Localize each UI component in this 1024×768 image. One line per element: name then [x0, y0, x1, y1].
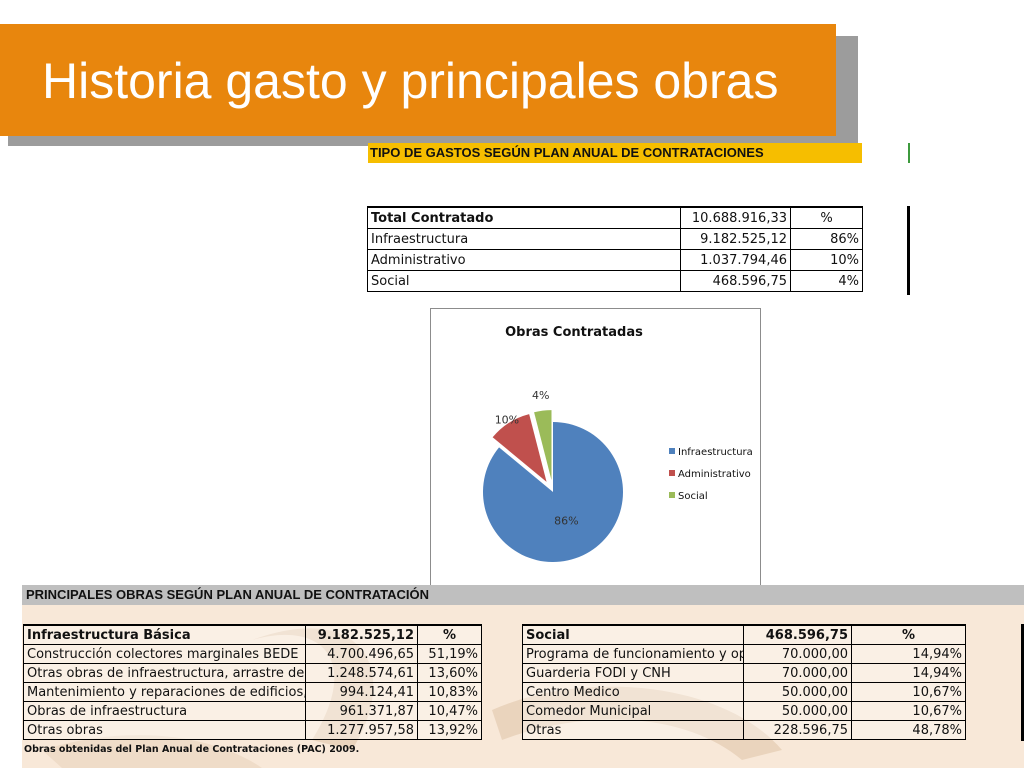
row-label: Construcción colectores marginales BEDE — [23, 644, 306, 664]
pie-slice-administrativo — [492, 414, 547, 482]
pie-data-label: 4% — [532, 389, 549, 402]
pie-chart-canvas: Obras Contratadas 86% 10% 4% Infraestructu… — [483, 325, 753, 562]
row-pct: 4% — [790, 270, 863, 292]
row-pct: 14,94% — [851, 644, 966, 664]
row-pct: 10,67% — [851, 682, 966, 702]
row-value: 10.688.916,33 — [680, 206, 791, 229]
row-pct: % — [417, 624, 482, 645]
table-row: Administrativo 1.037.794,46 10% — [367, 249, 863, 271]
footnote: Obras obtenidas del Plan Anual de Contra… — [24, 744, 360, 755]
pie-chart: Obras Contratadas 86% 10% 4% Infraestructu… — [430, 308, 761, 598]
table-row: Construcción colectores marginales BEDE 4… — [23, 644, 482, 664]
row-pct: 51,19% — [417, 644, 482, 664]
row-label: Otras — [522, 720, 744, 740]
row-value: 50.000,00 — [743, 682, 852, 702]
row-label: Total Contratado — [367, 206, 681, 229]
row-pct: % — [851, 624, 966, 645]
row-pct: 10,67% — [851, 701, 966, 721]
table-row: Obras de infraestructura 961.371,87 10,47% — [23, 701, 482, 721]
legend-label: Infraestructura — [678, 447, 753, 458]
table-row: Programa de funcionamiento y operación70… — [522, 644, 966, 664]
row-label: Infraestructura — [367, 228, 681, 250]
row-value: 228.596,75 — [743, 720, 852, 740]
infraestructura-table: Infraestructura Básica 9.182.525,12% Const… — [23, 624, 482, 740]
row-label: Guarderia FODI y CNH — [522, 663, 744, 683]
row-value: 961.371,87 — [305, 701, 418, 721]
row-label: Infraestructura Básica — [23, 624, 306, 645]
legend-label: Administrativo — [678, 469, 751, 480]
legend-swatch — [669, 448, 675, 454]
row-pct: 14,94% — [851, 663, 966, 683]
slide-title: Historia gasto y principales obras — [42, 53, 779, 109]
row-value: 1.277.957,58 — [305, 720, 418, 740]
row-value: 994.124,41 — [305, 682, 418, 702]
table-row: Social 468.596,75 4% — [367, 270, 863, 292]
row-pct: 10,47% — [417, 701, 482, 721]
table-row: Total Contratado 10.688.916,33 % — [367, 206, 863, 229]
pie-slice-social — [534, 410, 552, 481]
border-mark — [1021, 624, 1024, 741]
row-value: 1.037.794,46 — [680, 249, 791, 271]
row-label: Centro Medico — [522, 682, 744, 702]
gastos-table: Total Contratado 10.688.916,33 % Infraes… — [367, 206, 863, 292]
row-value: 1.248.574,61 — [305, 663, 418, 683]
legend-swatch — [669, 470, 675, 476]
row-pct: 13,60% — [417, 663, 482, 683]
table-row: Infraestructura Básica 9.182.525,12% — [23, 624, 482, 645]
legend-label: Social — [678, 491, 708, 502]
table-row: Infraestructura 9.182.525,12 86% — [367, 228, 863, 250]
gastos-header: TIPO DE GASTOS SEGÚN PLAN ANUAL DE CONTR… — [368, 143, 862, 163]
row-label: Otras obras — [23, 720, 306, 740]
table-row: Otras 228.596,75 48,78% — [522, 720, 966, 740]
row-label: Administrativo — [367, 249, 681, 271]
legend-swatch — [669, 492, 675, 498]
row-pct: 48,78% — [851, 720, 966, 740]
border-mark — [907, 206, 910, 295]
row-label: Otras obras de infraestructura, arrastre… — [23, 663, 306, 683]
table-row: Comedor Municipal 50.000,00 10,67% — [522, 701, 966, 721]
row-label: Obras de infraestructura — [23, 701, 306, 721]
pie-slice-infraestructura — [483, 422, 623, 562]
row-label: Social — [367, 270, 681, 292]
table-row: Social 468.596,75% — [522, 624, 966, 645]
row-value: 9.182.525,12 — [305, 624, 418, 645]
row-pct: % — [790, 206, 863, 229]
row-label: Programa de funcionamiento y operación — [522, 644, 744, 664]
row-pct: 10% — [790, 249, 863, 271]
table-row: Mantenimiento y reparaciones de edificio… — [23, 682, 482, 702]
row-label: Mantenimiento y reparaciones de edificio… — [23, 682, 306, 702]
row-label: Social — [522, 624, 744, 645]
row-pct: 13,92% — [417, 720, 482, 740]
row-pct: 86% — [790, 228, 863, 250]
table-row: Otras obras 1.277.957,58 13,92% — [23, 720, 482, 740]
row-value: 50.000,00 — [743, 701, 852, 721]
row-pct: 10,83% — [417, 682, 482, 702]
table-row: Otras obras de infraestructura, arrastre… — [23, 663, 482, 683]
pie-data-label: 86% — [554, 515, 578, 528]
row-value: 70.000,00 — [743, 663, 852, 683]
social-table: Social 468.596,75% Programa de funcionamie… — [522, 624, 966, 740]
table-row: Guarderia FODI y CNH 70.000,00 14,94% — [522, 663, 966, 683]
chart-title: Obras Contratadas — [505, 325, 643, 340]
border-mark — [908, 143, 910, 163]
row-value: 468.596,75 — [743, 624, 852, 645]
row-value: 468.596,75 — [680, 270, 791, 292]
row-value: 9.182.525,12 — [680, 228, 791, 250]
row-value: 4.700.496,65 — [305, 644, 418, 664]
title-banner — [0, 24, 836, 136]
row-value: 70.000,00 — [743, 644, 852, 664]
table-row: Centro Medico 50.000,00 10,67% — [522, 682, 966, 702]
pie-data-label: 10% — [495, 413, 519, 426]
row-label: Comedor Municipal — [522, 701, 744, 721]
obras-header: PRINCIPALES OBRAS SEGÚN PLAN ANUAL DE CO… — [22, 585, 1024, 605]
